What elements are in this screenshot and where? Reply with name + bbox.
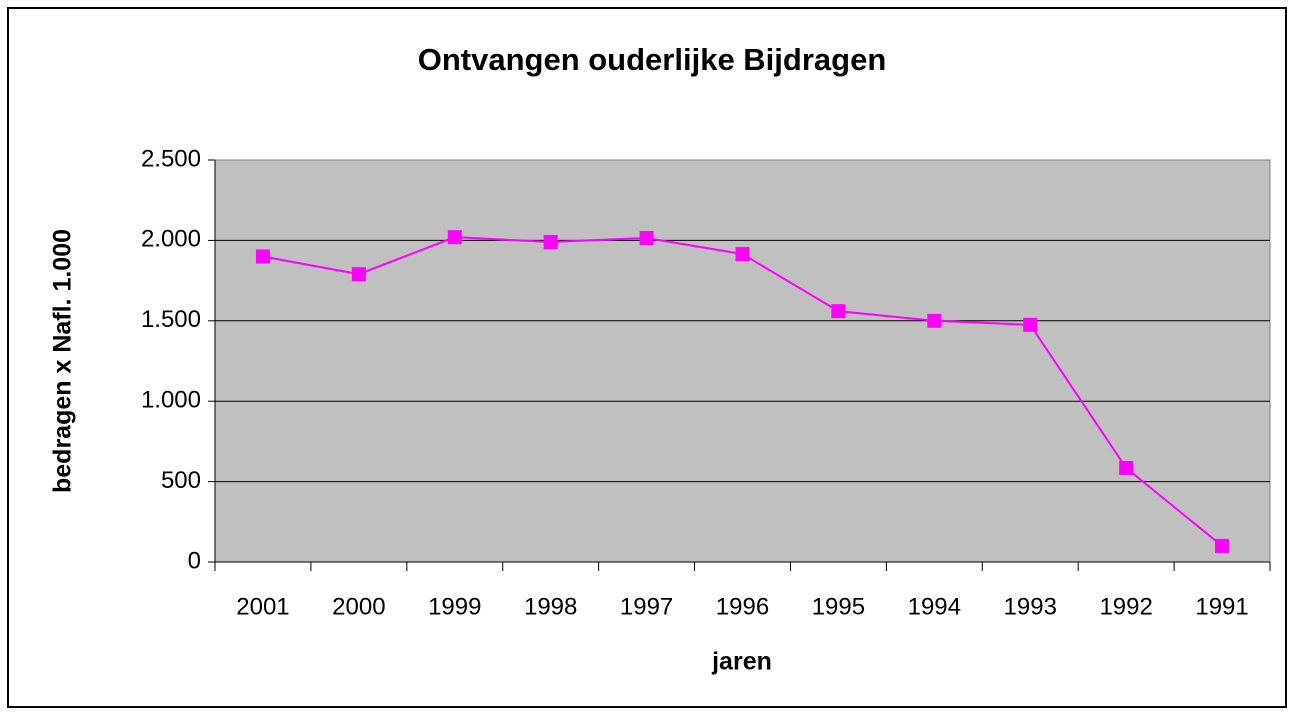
- marker: [1215, 538, 1230, 553]
- x-tick-label: 1993: [1004, 593, 1057, 620]
- y-tick-label: 0: [188, 547, 201, 574]
- x-tick-label: 1995: [812, 593, 865, 620]
- y-tick-label: 500: [161, 467, 201, 494]
- y-axis-label: bedragen x Nafl. 1.000: [49, 229, 77, 493]
- x-tick-label: 1992: [1099, 593, 1152, 620]
- y-tick-label: 1.500: [141, 306, 201, 333]
- marker: [639, 230, 654, 245]
- x-tick-label: 1991: [1195, 593, 1248, 620]
- marker: [447, 230, 462, 245]
- x-tick-label: 1998: [524, 593, 577, 620]
- marker: [543, 235, 558, 250]
- x-tick-label: 2001: [236, 593, 289, 620]
- x-tick-label: 1999: [428, 593, 481, 620]
- x-tick-label: 2000: [332, 593, 385, 620]
- chart-title: Ontvangen ouderlijke Bijdragen: [418, 42, 887, 77]
- marker: [1023, 317, 1038, 332]
- marker: [1119, 460, 1134, 475]
- x-tick-label: 1996: [716, 593, 769, 620]
- y-tick-label: 2.000: [141, 226, 201, 253]
- marker: [831, 304, 846, 319]
- x-axis-label: jaren: [711, 648, 772, 676]
- x-tick-label: 1997: [620, 593, 673, 620]
- marker: [735, 247, 750, 262]
- marker: [255, 249, 270, 264]
- y-tick-label: 2.500: [141, 145, 201, 172]
- plot-area: [214, 159, 1271, 563]
- marker: [351, 267, 366, 282]
- x-tick-label: 1994: [908, 593, 961, 620]
- y-tick-label: 1.000: [141, 387, 201, 414]
- marker: [927, 313, 942, 328]
